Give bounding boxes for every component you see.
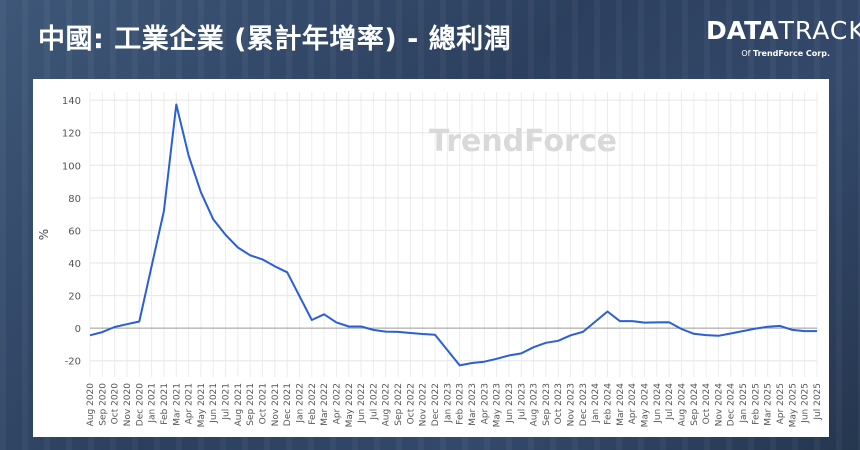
x-tick-label: Apr 2024 [628,383,638,425]
x-tick-label: Oct 2024 [702,383,712,425]
x-tick-label: Jan 2022 [295,383,305,424]
y-axis-label: % [37,229,51,240]
x-tick-label: Aug 2020 [86,383,96,427]
x-tick-label: Aug 2022 [382,383,392,426]
x-tick-label: Feb 2025 [751,383,761,425]
x-tick-label: Oct 2021 [259,383,269,424]
x-tick-label: Sep 2020 [98,383,108,426]
x-tick-label: Dec 2024 [727,383,737,426]
series-line [89,103,817,367]
x-tick-label: Jan 2024 [591,383,601,424]
y-tick-label: 80 [68,194,81,205]
x-tick-label: May 2025 [788,383,798,427]
x-tick-label: Dec 2023 [579,383,589,426]
chart-grid [89,92,818,377]
x-tick-label: Feb 2022 [308,383,318,425]
y-tick-label: 140 [62,96,81,107]
x-tick-label: May 2021 [197,383,207,427]
x-tick-label: Jun 2024 [653,383,663,424]
x-tick-label: Apr 2022 [332,383,342,424]
x-tick-label: Jul 2024 [665,383,675,421]
x-axis-ticks: Aug 2020 Sep 2020 Oct 2020 Nov 2020 Dec 2020… [86,383,823,428]
x-tick-label: Feb 2023 [456,383,466,425]
x-tick-label: Aug 2023 [530,383,540,426]
x-tick-label: Sep 2022 [394,383,404,426]
x-tick-label: Feb 2021 [160,383,170,425]
x-tick-label: May 2023 [493,383,503,427]
x-tick-label: Nov 2022 [419,383,429,426]
chart-panel: TrendForce -20 0 20 40 60 80 100 120 140 Aug 202… [33,79,829,437]
x-tick-label: Mar 2023 [468,383,478,426]
x-tick-label: Mar 2024 [616,383,626,426]
x-tick-label: Aug 2021 [234,383,244,426]
x-tick-label: Dec 2022 [431,383,441,426]
x-tick-label: Nov 2024 [714,383,724,427]
x-tick-label: Apr 2025 [776,383,786,424]
x-tick-label: Sep 2024 [690,383,700,426]
x-tick-label: Jun 2025 [801,383,811,424]
x-tick-label: Jun 2023 [505,383,515,424]
logo-track-text: TRACK [778,16,860,45]
x-tick-label: Nov 2021 [271,383,281,426]
logo-of-text: Of [741,49,751,58]
y-tick-label: 100 [62,161,81,172]
x-tick-label: Jul 2025 [813,383,823,421]
x-tick-label: Oct 2022 [406,383,416,424]
x-tick-label: Mar 2021 [172,383,182,426]
x-tick-label: May 2024 [640,383,650,428]
y-tick-label: 20 [68,292,81,303]
x-tick-label: Jul 2022 [369,383,379,421]
x-tick-label: Nov 2023 [567,383,577,426]
datatrack-logo: DATATRACK Of TrendForce Corp. [706,16,860,66]
logo-company-text: TrendForce Corp. [753,49,830,58]
y-tick-label: 60 [68,226,81,237]
x-tick-label: Jun 2021 [209,383,219,424]
logo-data-text: DATA [706,16,779,45]
line-chart: TrendForce -20 0 20 40 60 80 100 120 140 Aug 202… [37,92,823,428]
x-tick-label: May 2022 [345,383,355,427]
x-tick-label: Nov 2020 [123,383,133,427]
x-tick-label: Sep 2023 [542,383,552,426]
x-tick-label: Apr 2023 [480,383,490,424]
x-tick-label: Jan 2025 [739,383,749,424]
x-tick-label: Jan 2021 [148,383,158,424]
x-tick-label: Jul 2021 [222,383,232,421]
y-tick-label: 0 [75,324,81,335]
y-tick-label: 40 [68,259,81,270]
logo-subtitle: Of TrendForce Corp. [741,49,830,58]
x-tick-label: Apr 2021 [185,383,195,424]
y-tick-label: 120 [62,129,81,140]
x-tick-label: Jun 2022 [357,383,367,424]
x-tick-label: Jul 2023 [517,383,527,421]
x-tick-label: Sep 2021 [246,383,256,426]
x-tick-label: Oct 2023 [554,383,564,424]
x-tick-label: Dec 2021 [283,383,293,426]
x-tick-label: Feb 2024 [604,383,614,425]
x-tick-label: Aug 2024 [677,383,687,427]
x-tick-label: Oct 2020 [111,383,121,425]
x-tick-label: Jan 2023 [443,383,453,424]
y-tick-label: -20 [65,357,81,368]
trendforce-watermark: TrendForce [429,124,617,159]
y-axis-ticks: -20 0 20 40 60 80 100 120 140 [62,96,81,368]
x-tick-label: Mar 2025 [764,383,774,426]
x-tick-label: Dec 2020 [135,383,145,426]
page-title: 中國: 工業企業 (累計年增率) - 總利潤 [38,24,512,55]
x-tick-label: Mar 2022 [320,383,330,426]
series-line-group [89,103,817,367]
